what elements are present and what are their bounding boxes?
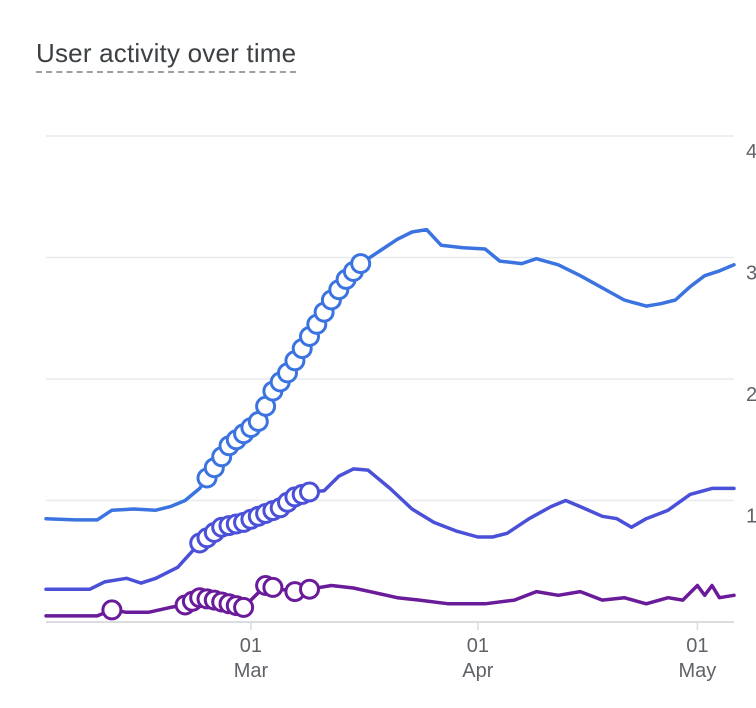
series-lines [44,227,736,618]
x-axis-ticks: 01 Mar 01 Apr 01 May [234,622,717,682]
data-point-marker[interactable] [101,599,123,621]
data-point-marker[interactable] [350,253,372,275]
x-tick-month: Apr [462,660,493,682]
series-line-0[interactable] [44,227,736,522]
series-line-1[interactable] [44,467,736,591]
y-tick-label: 2 [746,384,756,406]
data-point-marker[interactable] [262,576,284,598]
x-tick-day: 01 [240,635,262,657]
x-tick-month: Mar [234,660,269,682]
series-markers [101,253,372,621]
y-tick-label: 1 [746,506,756,528]
x-tick-day: 01 [467,635,489,657]
x-tick-day: 01 [686,635,708,657]
y-tick-label: 3 [746,263,756,285]
gridlines [46,135,734,623]
data-point-marker[interactable] [299,481,320,503]
chart-title[interactable]: User activity over time [36,38,297,73]
y-tick-label: 4 [746,141,756,163]
y-axis-labels: 4 3 2 1 [746,141,756,528]
data-point-marker[interactable] [233,596,255,618]
series-line-2[interactable] [44,583,736,618]
data-point-marker[interactable] [299,578,320,600]
x-tick-month: May [679,660,717,682]
